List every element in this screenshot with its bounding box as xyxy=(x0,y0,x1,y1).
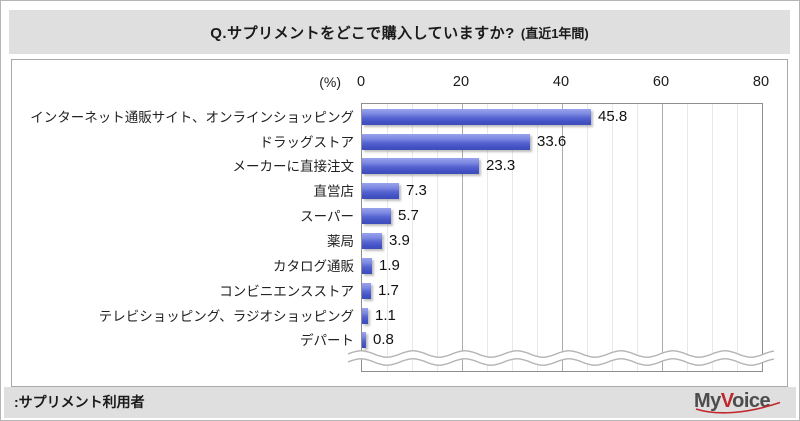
gridline-major xyxy=(562,104,563,371)
question-title-period: (直近1年間) xyxy=(520,25,589,41)
logo-text-pre: My xyxy=(694,390,721,412)
gridline-minor xyxy=(412,104,413,371)
axis-tick-label: 40 xyxy=(552,74,570,90)
bar xyxy=(362,233,382,249)
gridline-minor xyxy=(637,104,638,371)
gridline-major xyxy=(662,104,663,371)
bar-value: 23.3 xyxy=(486,157,516,174)
bar xyxy=(362,258,372,274)
category-label: インターネット通販サイト、オンラインショッピング xyxy=(30,110,354,125)
logo-swoosh-icon xyxy=(695,401,781,414)
gridline-minor xyxy=(487,104,488,371)
bar-value: 1.7 xyxy=(378,282,399,299)
gridline-minor xyxy=(587,104,588,371)
category-label: 薬局 xyxy=(327,234,354,249)
bar xyxy=(362,208,391,224)
bar-value: 45.8 xyxy=(598,108,628,125)
myvoice-logo: MyVoice xyxy=(694,390,786,416)
logo-text: MyVoice xyxy=(694,390,771,412)
question-title: Q.サプリメントをどこで購入していますか? xyxy=(210,24,515,42)
bar xyxy=(362,158,479,174)
category-label: テレビショッピング、ラジオショッピング xyxy=(98,309,354,324)
axis-tick-label: 60 xyxy=(652,74,670,90)
gridline-major xyxy=(462,104,463,371)
axis-tick-label: 80 xyxy=(752,74,770,90)
bar xyxy=(362,308,368,324)
category-label: カタログ通販 xyxy=(273,259,354,274)
category-label: コンビニエンスストア xyxy=(219,284,354,299)
bar-value: 33.6 xyxy=(537,133,567,150)
gridline-minor xyxy=(512,104,513,371)
logo-text-post: oice xyxy=(732,390,771,412)
bar xyxy=(362,183,399,199)
bar-value: 0.8 xyxy=(373,331,394,348)
bar xyxy=(362,109,591,125)
axis-tick-label: 20 xyxy=(452,74,470,90)
bar-value: 3.9 xyxy=(389,232,410,249)
category-label: メーカーに直接注文 xyxy=(232,159,355,174)
category-label: スーパー xyxy=(300,209,354,224)
bar-value: 5.7 xyxy=(398,207,419,224)
gridline-minor xyxy=(387,104,388,371)
footer-band: :サプリメント利用者 MyVoice xyxy=(4,387,796,418)
question-title-bar: Q.サプリメントをどこで購入していますか? (直近1年間) xyxy=(9,10,790,54)
bar xyxy=(362,332,366,348)
logo-text-accent: V xyxy=(720,390,733,412)
gridline-minor xyxy=(687,104,688,371)
gridline-minor xyxy=(612,104,613,371)
gridline-minor xyxy=(537,104,538,371)
category-label: ドラッグストア xyxy=(259,135,355,150)
axis-tick-label: 0 xyxy=(356,74,366,90)
category-label: 直営店 xyxy=(313,184,355,199)
category-label: デパート xyxy=(300,333,354,348)
bar-value: 1.1 xyxy=(375,307,396,324)
bar xyxy=(362,134,530,150)
respondent-note: :サプリメント利用者 xyxy=(14,394,145,410)
bar-value: 7.3 xyxy=(406,182,427,199)
gridline-minor xyxy=(712,104,713,371)
axis-unit-label: (%) xyxy=(319,74,341,90)
bar-value: 1.9 xyxy=(379,257,400,274)
gridline-minor xyxy=(437,104,438,371)
truncation-wave-icon xyxy=(348,350,774,366)
bar xyxy=(362,283,371,299)
gridline-minor xyxy=(737,104,738,371)
